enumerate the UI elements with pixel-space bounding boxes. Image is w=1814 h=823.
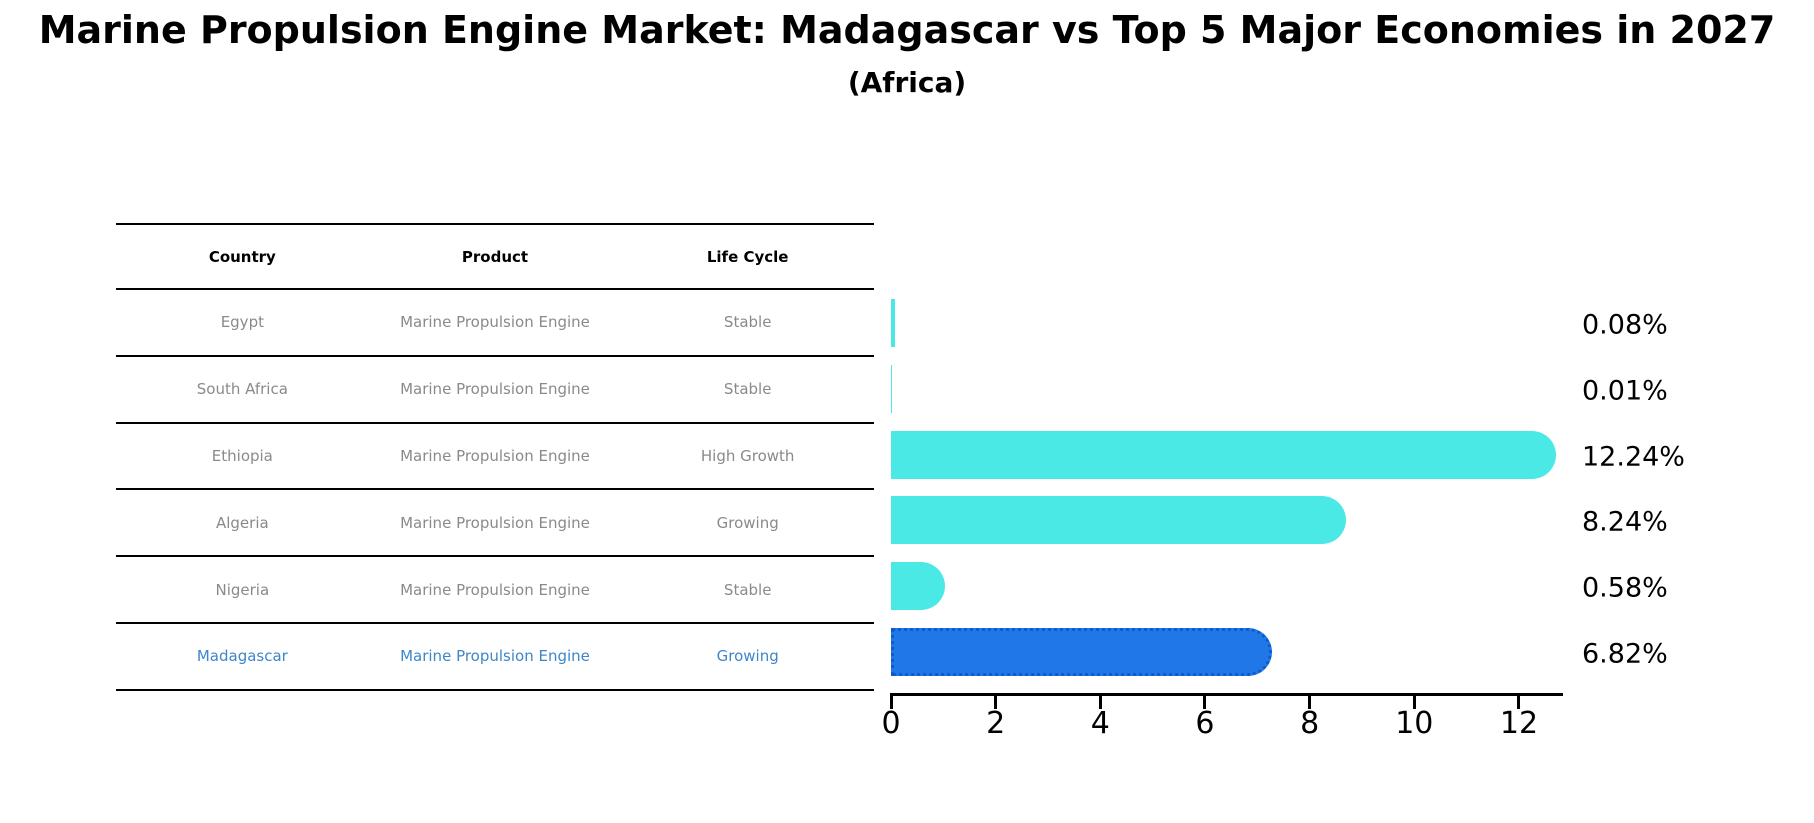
- value-label-madagascar: 6.82%: [1582, 638, 1668, 670]
- x-tick-mark: [1517, 694, 1521, 709]
- x-tick-label: 0: [881, 706, 901, 741]
- x-tick-label: 6: [1195, 706, 1215, 741]
- table-cell-country: Ethiopia: [211, 446, 273, 465]
- value-label-nigeria: 0.58%: [1582, 572, 1668, 604]
- x-tick-label: 4: [1090, 706, 1110, 741]
- table-cell-product: Marine Propulsion Engine: [400, 513, 590, 532]
- table-header-product: Product: [461, 247, 529, 266]
- table-header-lifecycle: Life Cycle: [706, 247, 789, 266]
- country-table: Country Product Life Cycle Egypt Marine P…: [116, 223, 874, 691]
- table-cell-product: Marine Propulsion Engine: [400, 580, 590, 599]
- table-cell-life-cycle: Growing: [716, 513, 779, 532]
- table-header-country: Country: [208, 247, 276, 266]
- table-cell-product: Marine Propulsion Engine: [400, 446, 590, 465]
- table-cell-country: South Africa: [196, 380, 288, 399]
- table-cell-country: Egypt: [220, 313, 264, 332]
- table-row-algeria: Algeria Marine Propulsion Engine Growing: [116, 490, 874, 558]
- chart-subtitle: (Africa): [847, 66, 967, 99]
- table-row-ethiopia: Ethiopia Marine Propulsion Engine High Gro…: [116, 424, 874, 491]
- table-row-nigeria: Nigeria Marine Propulsion Engine Stable: [116, 557, 874, 624]
- table-row-south-africa: South Africa Marine Propulsion Engine Stab…: [116, 357, 874, 424]
- table-cell-product: Marine Propulsion Engine: [400, 647, 590, 666]
- chart-title: Marine Propulsion Engine Market: Madagas…: [38, 8, 1776, 52]
- bar-algeria: [891, 496, 1347, 545]
- x-tick-mark: [889, 694, 893, 709]
- table-cell-country: Nigeria: [215, 580, 270, 599]
- x-axis-line: [890, 693, 1563, 696]
- x-tick-label: 10: [1395, 706, 1434, 741]
- table-cell-life-cycle: Stable: [723, 380, 772, 399]
- table-cell-life-cycle: Growing: [716, 647, 779, 666]
- value-label-ethiopia: 12.24%: [1582, 441, 1685, 473]
- table-cell-country: Algeria: [215, 513, 269, 532]
- table-cell-product: Marine Propulsion Engine: [400, 380, 590, 399]
- table-cell-country: Madagascar: [196, 647, 288, 666]
- bar-madagascar: [891, 628, 1272, 676]
- x-tick-label: 12: [1499, 706, 1539, 741]
- table-row-egypt: Egypt Marine Propulsion Engine Stable: [116, 290, 874, 357]
- table-cell-product: Marine Propulsion Engine: [400, 313, 590, 332]
- value-label-south-africa: 0.01%: [1582, 375, 1668, 407]
- x-tick-label: 8: [1300, 706, 1320, 741]
- x-tick-mark: [994, 694, 998, 709]
- table-body: Egypt Marine Propulsion Engine Stable South…: [116, 290, 874, 691]
- table-header-row: Country Product Life Cycle: [116, 225, 874, 290]
- table-cell-life-cycle: Stable: [723, 580, 772, 599]
- bar-south-africa: [891, 364, 892, 413]
- x-tick-mark: [1308, 694, 1312, 709]
- table-cell-life-cycle: Stable: [723, 313, 772, 332]
- x-tick-mark: [1203, 694, 1207, 709]
- table-row-madagascar: Madagascar Marine Propulsion Engine Growin…: [116, 624, 874, 691]
- x-tick-label: 2: [986, 706, 1006, 741]
- value-label-algeria: 8.24%: [1582, 506, 1668, 538]
- x-tick-mark: [1098, 694, 1102, 709]
- table-cell-life-cycle: High Growth: [700, 446, 795, 465]
- value-label-egypt: 0.08%: [1582, 309, 1668, 341]
- bar-egypt: [891, 299, 896, 347]
- bar-ethiopia: [891, 430, 1556, 479]
- bar-nigeria: [891, 562, 946, 611]
- x-tick-mark: [1412, 694, 1416, 709]
